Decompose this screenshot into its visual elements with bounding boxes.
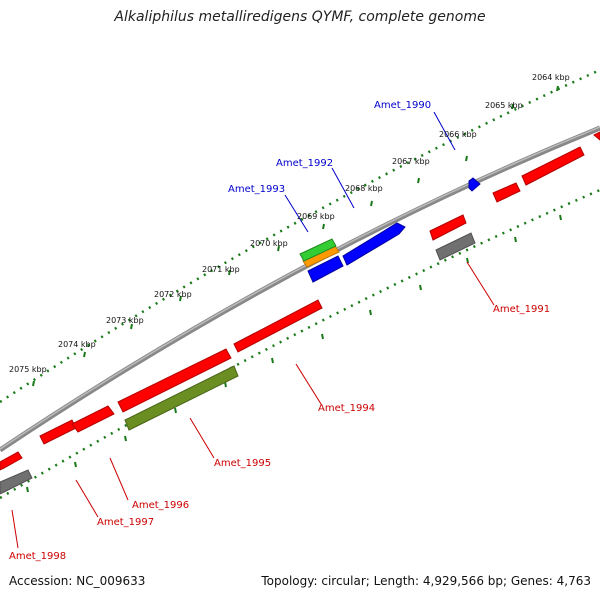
gene-amet-1998[interactable] (0, 451, 23, 471)
reverse-genes (299, 177, 481, 283)
tick-label-2064: 2064 kbp (532, 73, 570, 82)
tick-label-2071: 2071 kbp (202, 265, 240, 274)
gene-fwd-c[interactable] (593, 131, 600, 141)
tick-label-2074: 2074 kbp (58, 340, 96, 349)
gene-label-amet-1990[interactable]: Amet_1990 (374, 100, 431, 111)
gene-amet-1993[interactable] (307, 255, 344, 283)
tick-label-2072: 2072 kbp (154, 290, 192, 299)
gene-label-amet-1994[interactable]: Amet_1994 (318, 403, 375, 414)
gene-amet-1990[interactable] (468, 177, 481, 192)
genome-backbone-highlight (0, 126, 600, 450)
tick-label-2068: 2068 kbp (345, 184, 383, 193)
gene-label-amet-1991[interactable]: Amet_1991 (493, 304, 550, 315)
gene-amet-1996[interactable] (71, 405, 115, 433)
gene-amet-1994[interactable] (233, 299, 323, 353)
rna-green-feature[interactable] (299, 238, 337, 262)
genome-title: Alkaliphilus metalliredigens QYMF, compl… (114, 9, 486, 25)
genome-summary-text: Topology: circular; Length: 4,929,566 bp… (261, 574, 591, 588)
tick-label-2066: 2066 kbp (439, 130, 477, 139)
forward-genes (0, 131, 600, 471)
tick-labels: 2064 kbp 2065 kbp 2066 kbp 2067 kbp 2068… (9, 73, 570, 374)
pseudo-gene-amet-1995[interactable] (124, 365, 239, 431)
gene-label-amet-1993[interactable]: Amet_1993 (228, 184, 285, 195)
gene-fwd-b[interactable] (521, 146, 585, 186)
tick-label-2069: 2069 kbp (297, 212, 335, 221)
inner-major-ticks (26, 214, 562, 493)
gray-feature-upper[interactable] (435, 232, 476, 261)
tick-label-2073: 2073 kbp (106, 316, 144, 325)
genome-backbone (0, 125, 600, 453)
gene-amet-1992[interactable] (342, 222, 406, 266)
tick-label-2067: 2067 kbp (392, 157, 430, 166)
gene-label-amet-1998[interactable]: Amet_1998 (9, 551, 66, 562)
gene-label-amet-1992[interactable]: Amet_1992 (276, 158, 333, 169)
gene-label-amet-1995[interactable]: Amet_1995 (214, 458, 271, 469)
gray-feature-lower[interactable] (0, 469, 33, 495)
label-connectors (11, 111, 495, 549)
tick-label-2075: 2075 kbp (9, 365, 47, 374)
tick-label-2065: 2065 kbp (485, 101, 523, 110)
inner-tick-ring (0, 188, 600, 500)
gene-label-amet-1997[interactable]: Amet_1997 (97, 517, 154, 528)
gene-fwd-a[interactable] (492, 182, 521, 203)
accession-text: Accession: NC_009633 (9, 574, 146, 588)
gene-amet-1995-red[interactable] (117, 348, 232, 413)
forward-other-features (0, 232, 476, 495)
gene-labels: Amet_1990 Amet_1992 Amet_1993 Amet_1991 … (9, 100, 550, 562)
tick-label-2070: 2070 kbp (250, 239, 288, 248)
outer-tick-ring (0, 68, 600, 404)
gene-amet-1997[interactable] (39, 419, 77, 445)
gene-amet-1991[interactable] (429, 214, 467, 241)
gene-label-amet-1996[interactable]: Amet_1996 (132, 500, 189, 511)
outer-major-ticks (32, 85, 559, 387)
